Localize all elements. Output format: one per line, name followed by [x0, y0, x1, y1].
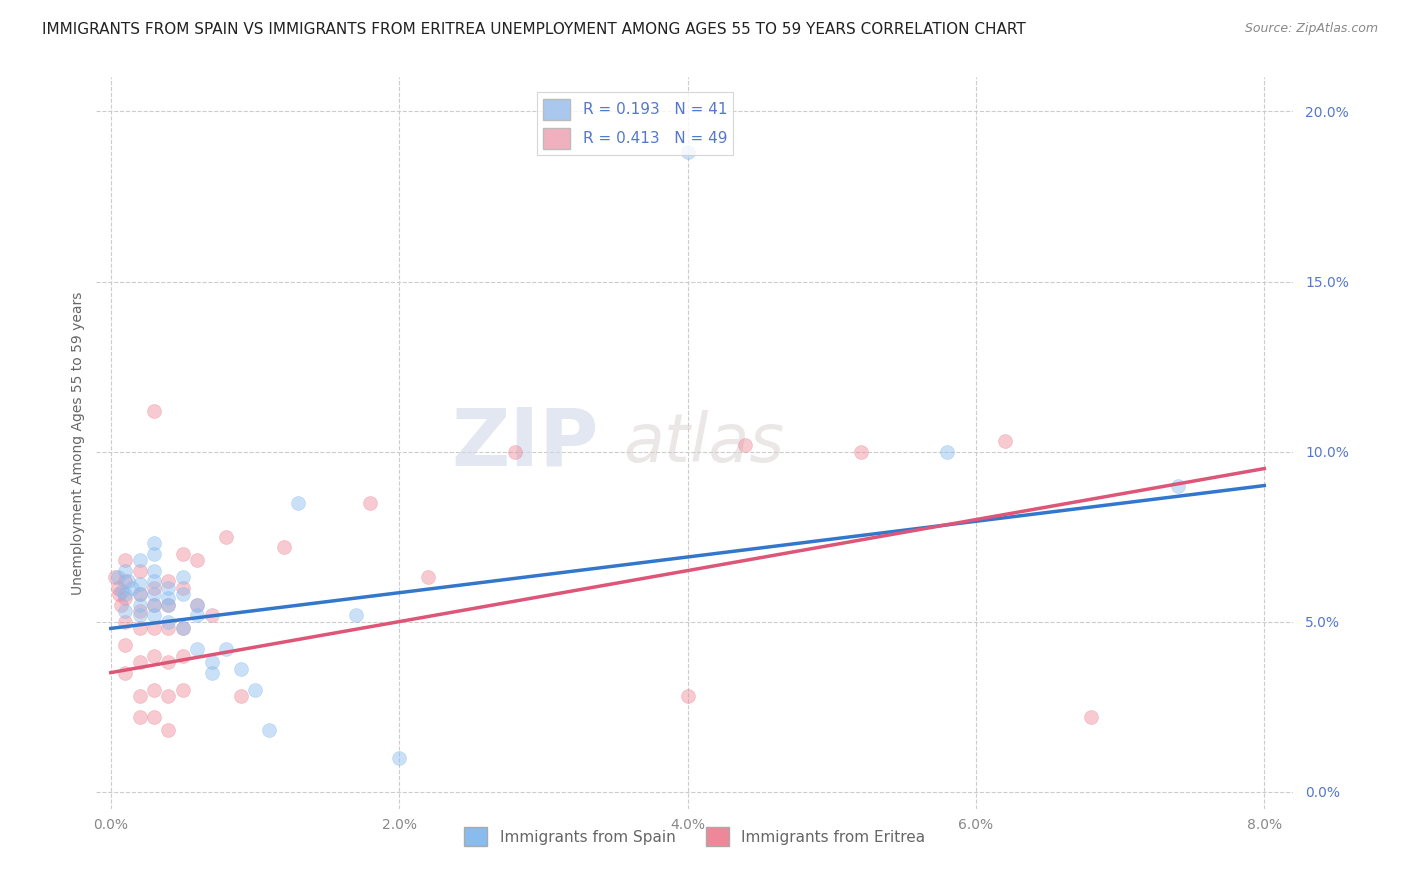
- Point: [128, 587, 150, 601]
- Text: ZIP: ZIP: [451, 404, 599, 482]
- Point: [108, 587, 131, 601]
- Point: [344, 607, 367, 622]
- Point: [157, 574, 180, 588]
- Point: [215, 641, 238, 656]
- Point: [143, 536, 166, 550]
- Point: [676, 690, 699, 704]
- Point: [128, 710, 150, 724]
- Point: [201, 607, 224, 622]
- Point: [157, 622, 180, 636]
- Point: [215, 530, 238, 544]
- Point: [110, 598, 132, 612]
- Point: [201, 665, 224, 680]
- Point: [128, 587, 150, 601]
- Point: [128, 553, 150, 567]
- Point: [157, 615, 180, 629]
- Point: [143, 682, 166, 697]
- Point: [157, 656, 180, 670]
- Point: [143, 648, 166, 663]
- Point: [143, 564, 166, 578]
- Legend: R = 0.193   N = 41, R = 0.413   N = 49: R = 0.193 N = 41, R = 0.413 N = 49: [537, 93, 733, 155]
- Point: [503, 444, 526, 458]
- Point: [172, 570, 194, 584]
- Point: [186, 553, 208, 567]
- Point: [186, 598, 208, 612]
- Point: [114, 587, 136, 601]
- Point: [111, 584, 134, 599]
- Point: [128, 690, 150, 704]
- Point: [676, 145, 699, 160]
- Point: [114, 591, 136, 605]
- Point: [121, 581, 143, 595]
- Point: [734, 438, 756, 452]
- Point: [128, 564, 150, 578]
- Point: [143, 710, 166, 724]
- Y-axis label: Unemployment Among Ages 55 to 59 years: Unemployment Among Ages 55 to 59 years: [72, 292, 86, 595]
- Point: [172, 587, 194, 601]
- Text: IMMIGRANTS FROM SPAIN VS IMMIGRANTS FROM ERITREA UNEMPLOYMENT AMONG AGES 55 TO 5: IMMIGRANTS FROM SPAIN VS IMMIGRANTS FROM…: [42, 22, 1026, 37]
- Point: [143, 574, 166, 588]
- Point: [114, 665, 136, 680]
- Text: Source: ZipAtlas.com: Source: ZipAtlas.com: [1244, 22, 1378, 36]
- Point: [388, 750, 411, 764]
- Point: [128, 598, 150, 612]
- Point: [259, 723, 281, 738]
- Point: [114, 564, 136, 578]
- Point: [1167, 478, 1189, 492]
- Point: [172, 547, 194, 561]
- Point: [114, 553, 136, 567]
- Point: [104, 570, 127, 584]
- Point: [201, 656, 224, 670]
- Point: [143, 587, 166, 601]
- Point: [287, 495, 309, 509]
- Point: [157, 598, 180, 612]
- Point: [849, 444, 872, 458]
- Point: [128, 604, 150, 618]
- Point: [117, 574, 139, 588]
- Point: [172, 622, 194, 636]
- Point: [128, 577, 150, 591]
- Point: [143, 598, 166, 612]
- Point: [157, 690, 180, 704]
- Point: [273, 540, 295, 554]
- Point: [243, 682, 266, 697]
- Point: [157, 598, 180, 612]
- Point: [128, 622, 150, 636]
- Point: [114, 639, 136, 653]
- Point: [186, 607, 208, 622]
- Point: [229, 662, 252, 676]
- Point: [994, 434, 1017, 449]
- Point: [172, 682, 194, 697]
- Point: [172, 648, 194, 663]
- Point: [172, 622, 194, 636]
- Point: [143, 607, 166, 622]
- Point: [107, 570, 129, 584]
- Point: [143, 598, 166, 612]
- Point: [359, 495, 381, 509]
- Point: [1080, 710, 1102, 724]
- Point: [114, 574, 136, 588]
- Point: [114, 615, 136, 629]
- Point: [157, 581, 180, 595]
- Point: [143, 547, 166, 561]
- Point: [936, 444, 959, 458]
- Point: [229, 690, 252, 704]
- Point: [157, 591, 180, 605]
- Text: atlas: atlas: [623, 410, 785, 476]
- Point: [143, 622, 166, 636]
- Point: [416, 570, 439, 584]
- Point: [107, 581, 129, 595]
- Point: [186, 641, 208, 656]
- Point: [172, 581, 194, 595]
- Point: [128, 607, 150, 622]
- Point: [114, 604, 136, 618]
- Point: [186, 598, 208, 612]
- Point: [143, 403, 166, 417]
- Point: [157, 723, 180, 738]
- Point: [143, 581, 166, 595]
- Point: [128, 656, 150, 670]
